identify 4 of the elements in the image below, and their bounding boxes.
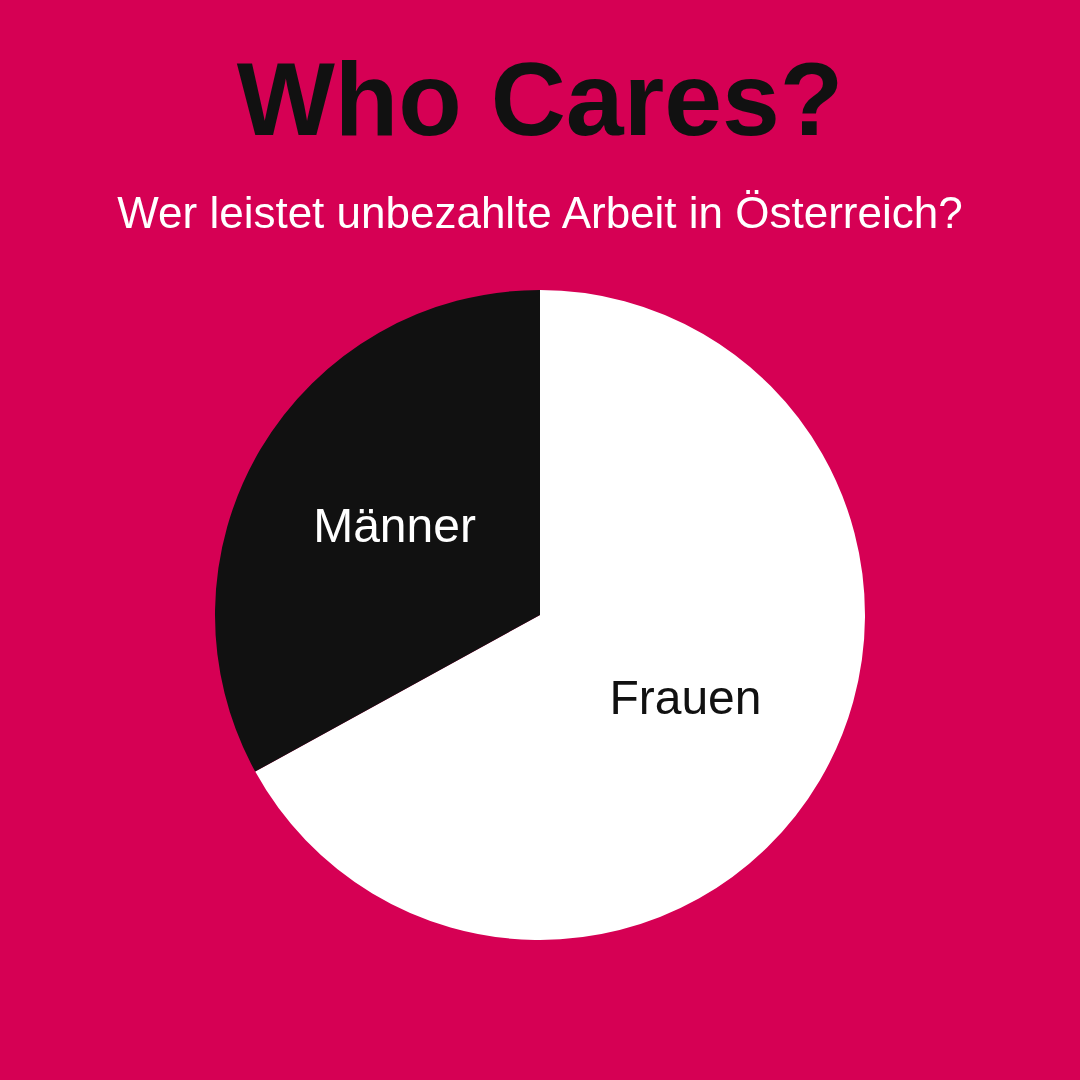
chart-title: Who Cares? xyxy=(235,40,845,159)
chart-subtitle: Wer leistet unbezahlte Arbeit in Österreich? xyxy=(116,188,964,238)
slice-label: Frauen xyxy=(609,671,762,725)
slice-label: Männer xyxy=(313,499,476,553)
